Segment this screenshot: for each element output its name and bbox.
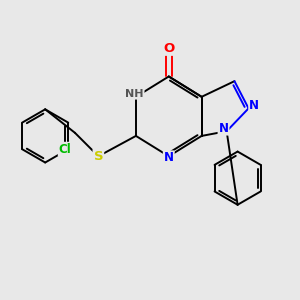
Text: NH: NH xyxy=(125,89,144,99)
Text: N: N xyxy=(218,122,229,135)
Text: O: O xyxy=(163,42,174,55)
Text: S: S xyxy=(94,150,103,163)
Text: N: N xyxy=(164,151,174,164)
Text: N: N xyxy=(249,99,259,112)
Text: Cl: Cl xyxy=(59,143,71,156)
